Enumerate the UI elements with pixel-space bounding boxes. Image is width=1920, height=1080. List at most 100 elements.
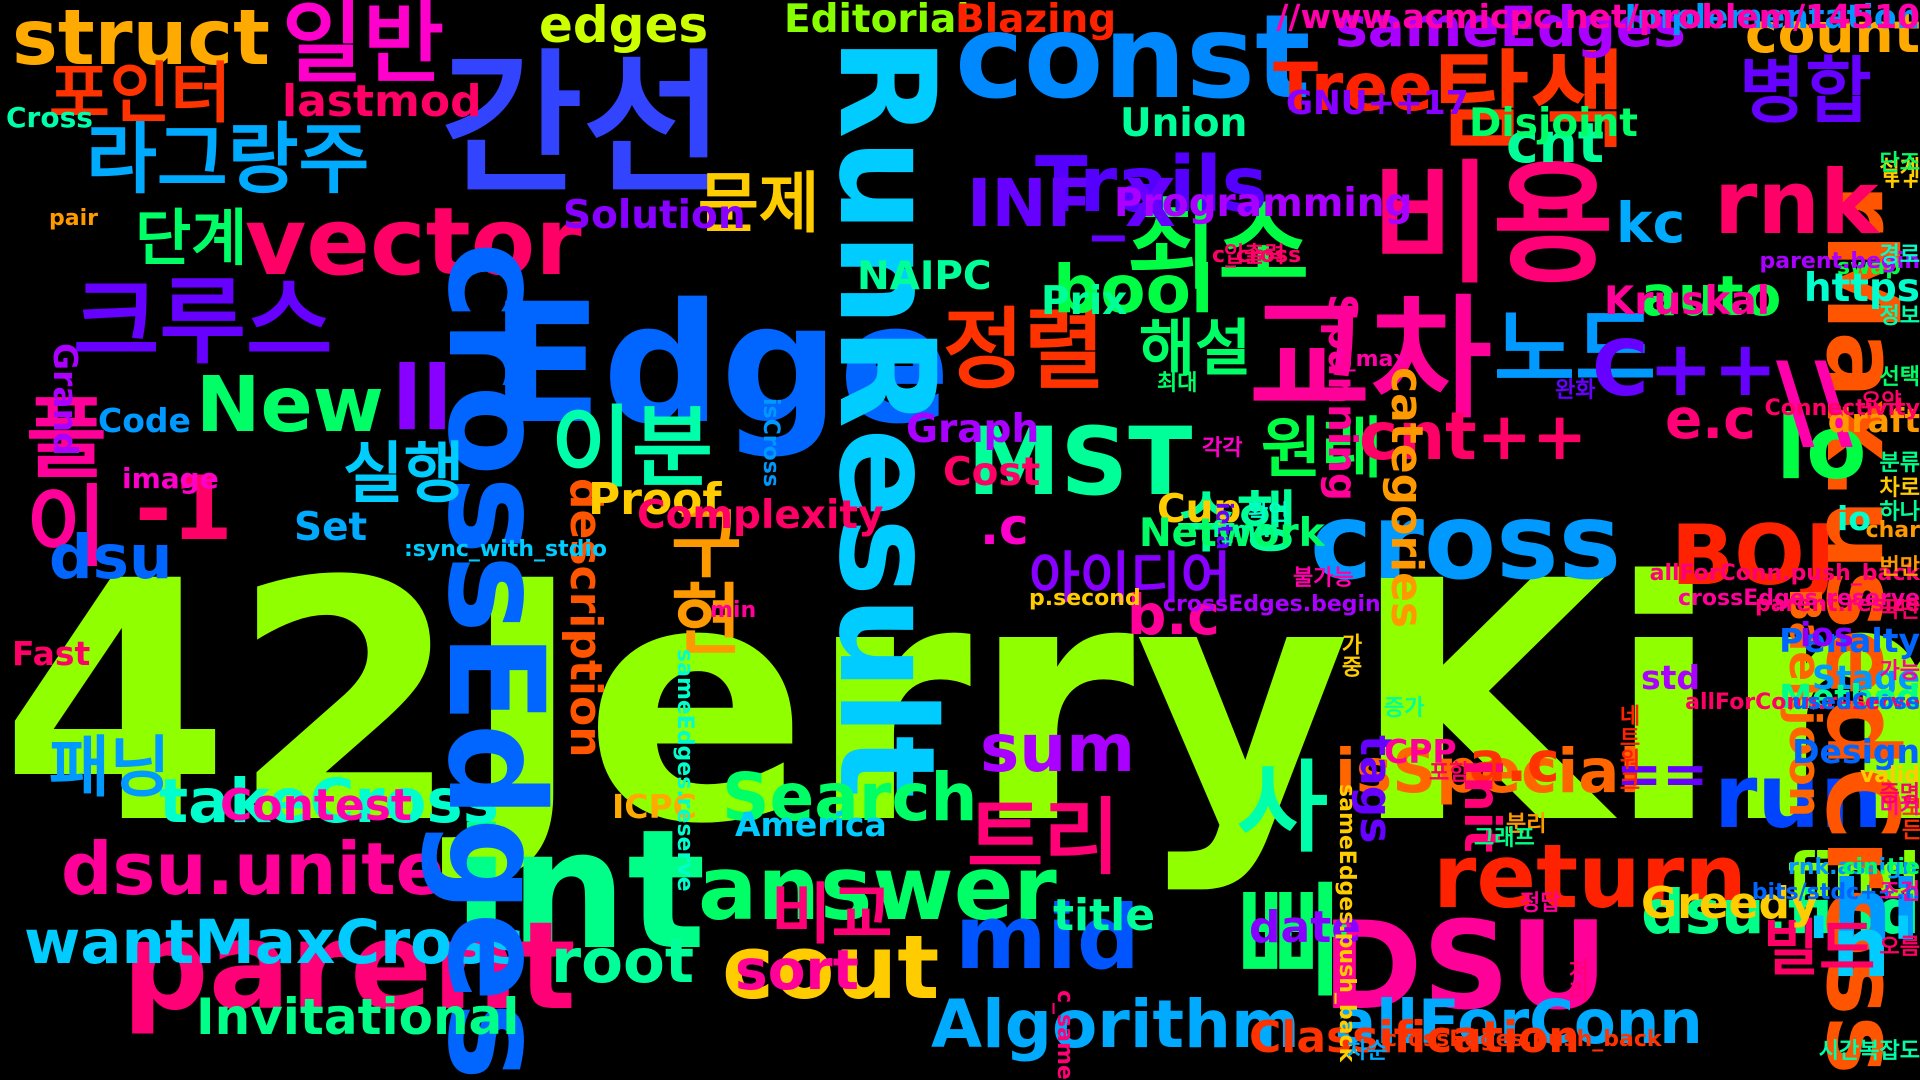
cloud-word: 모든	[1897, 796, 1920, 840]
cloud-word: crossEdges.begin	[1163, 592, 1381, 617]
cloud-word: allForConn.push_back	[1649, 561, 1920, 586]
cloud-word: Tree	[1273, 49, 1433, 126]
cloud-word: 증명	[1879, 782, 1920, 807]
cloud-word: 패닝	[49, 729, 171, 806]
cloud-word: iota	[1211, 502, 1236, 551]
cloud-word: allForConn	[1335, 987, 1703, 1058]
cloud-word: cnt++	[1359, 398, 1588, 475]
cloud-word: const	[955, 0, 1311, 125]
cloud-word: Editorial	[784, 0, 970, 42]
cloud-word: lo	[1776, 396, 1867, 499]
cloud-word: Kruskal	[1604, 279, 1771, 324]
cloud-word: count	[1745, 1, 1920, 65]
cloud-word: CPP	[1384, 732, 1457, 771]
cloud-word: p.second	[1029, 586, 1141, 611]
cloud-word: 해설	[1139, 313, 1252, 384]
cloud-word: Classification	[1249, 1012, 1580, 1063]
cloud-word: parent	[122, 896, 576, 1037]
cloud-word: 포함	[1429, 761, 1470, 786]
cloud-word: Complexity	[637, 493, 884, 538]
cloud-word: cin.tie	[1842, 855, 1920, 880]
cloud-word: Trails	[1035, 141, 1268, 230]
cloud-word: 정렬	[943, 298, 1105, 401]
cloud-word: 'n'	[1806, 899, 1916, 996]
cloud-word: Spanning	[1319, 294, 1364, 501]
cloud-word: 비용	[1371, 148, 1614, 302]
cloud-word: lastmod	[282, 76, 482, 127]
cloud-word: 처리	[1564, 958, 1589, 1002]
cloud-word: char	[1865, 518, 1920, 543]
cloud-word: GNU++17	[1286, 83, 1469, 122]
cloud-word: C++	[1592, 325, 1778, 414]
cloud-word: MST	[967, 408, 1193, 517]
cloud-word: run	[1714, 745, 1883, 848]
cloud-word: description	[560, 478, 611, 758]
cloud-word: std	[1641, 658, 1701, 697]
cloud-word: kc	[1616, 191, 1686, 255]
cloud-word: 분리	[1506, 812, 1547, 837]
cloud-word: vector	[245, 188, 582, 297]
cloud-word: Search	[722, 759, 978, 836]
cloud-word: 확인	[1248, 501, 1289, 526]
cloud-word: dsu.unite	[61, 827, 445, 911]
cloud-word: 포인터	[49, 55, 232, 132]
cloud-word: Greedy	[1641, 878, 1819, 929]
cloud-word: 42JerryKim	[0, 512, 1920, 897]
cloud-word: 병합	[1739, 49, 1872, 133]
cloud-word: parent.begin	[1759, 249, 1920, 274]
cloud-word: categories	[1381, 367, 1432, 629]
cloud-word: answer	[698, 837, 1057, 940]
cloud-word: init	[1453, 759, 1511, 853]
cloud-word: crossEdges	[418, 241, 572, 1080]
cloud-word: cnt	[1506, 111, 1605, 175]
cloud-word: Programming	[1114, 181, 1413, 226]
cloud-word: Connectivity	[1764, 396, 1920, 421]
cloud-word: b.c	[1127, 583, 1220, 647]
cloud-word: ++	[1883, 169, 1920, 194]
cloud-word: c_cross	[1212, 243, 1302, 268]
cloud-word: date	[1249, 902, 1362, 953]
cloud-word: 오름	[1879, 935, 1920, 960]
cloud-word: sameEdges.reserve	[672, 649, 697, 892]
cloud-word: ll	[392, 347, 453, 450]
cloud-word: usedCross	[1792, 690, 1920, 715]
cloud-word: cross	[1310, 481, 1622, 603]
cloud-word: 빌드	[1763, 913, 1876, 984]
cloud-word: allForConn.reserve	[1685, 690, 1920, 715]
cloud-word: 풀이	[8, 392, 111, 568]
cloud-word: cout	[722, 916, 940, 1019]
cloud-word: Penalty	[1779, 621, 1920, 660]
cloud-word: 비교	[771, 876, 893, 953]
cloud-word: 가중	[1337, 633, 1362, 677]
cloud-word: 네트워크	[1615, 704, 1640, 792]
cloud-word: pair	[49, 206, 98, 231]
cloud-word: 그래프	[1474, 826, 1535, 851]
cloud-word: 탐색	[1433, 40, 1627, 162]
cloud-word: Edge	[490, 268, 951, 460]
cloud-word: 간선	[441, 36, 725, 215]
cloud-word: isCross	[758, 398, 783, 487]
cloud-word: 단조	[1879, 151, 1920, 176]
cloud-word: swap	[1837, 255, 1902, 280]
cloud-word: 최대	[1157, 371, 1198, 396]
cloud-word: 극단	[1879, 598, 1920, 623]
cloud-word: c_same	[1052, 990, 1077, 1080]
cloud-word: 비커	[1879, 794, 1920, 819]
cloud-word: image	[122, 462, 219, 495]
cloud-word: Cross	[6, 101, 93, 134]
cloud-word: 문제	[698, 165, 820, 242]
cloud-word: rMax.usedCross	[1804, 184, 1919, 1075]
cloud-word: 하나	[1879, 500, 1920, 525]
cloud-word: 증가	[1384, 696, 1425, 721]
cloud-word: isSpecial	[1335, 736, 1641, 807]
cloud-word: Code	[98, 401, 191, 440]
cloud-word: Proof	[588, 474, 722, 525]
cloud-word: 조건	[1879, 880, 1920, 905]
cloud-word: 요약	[1861, 390, 1902, 415]
cloud-word: .c	[980, 498, 1029, 556]
cloud-word: Network	[1139, 511, 1325, 556]
cloud-word: 최소	[1127, 188, 1310, 303]
cloud-word: 설계	[1879, 157, 1920, 182]
cloud-word: 차로	[1879, 476, 1920, 501]
cloud-word: wantMaxCross	[24, 907, 525, 978]
